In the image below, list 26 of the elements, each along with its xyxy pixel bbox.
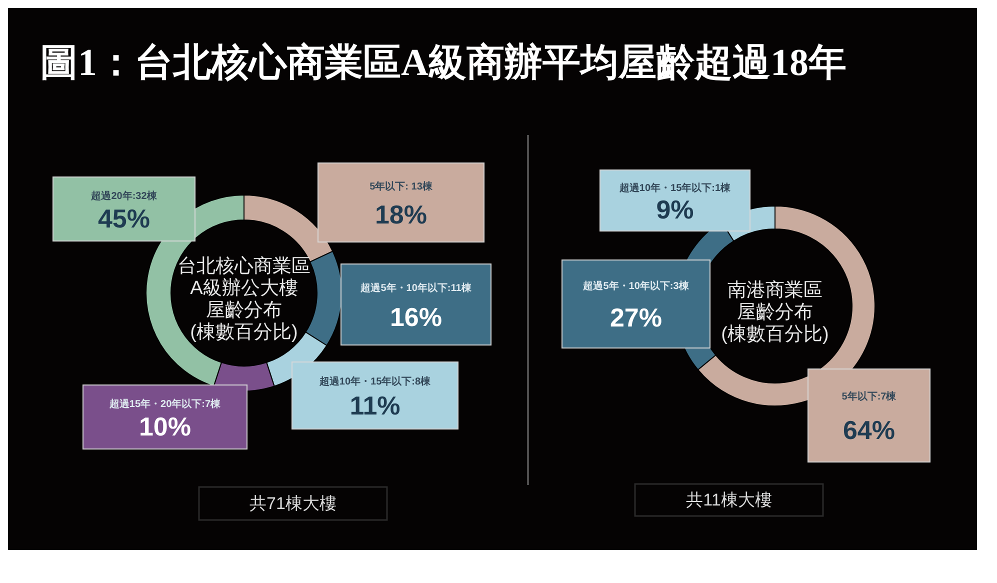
text: 屋齡分布 (737, 302, 813, 324)
slice-label: 5年以下:7棟 (842, 390, 898, 403)
data-label: 10% (138, 411, 192, 442)
data-label: 64% (842, 415, 896, 446)
slice-label: 超過10年・15年以下:8棟 (318, 376, 432, 388)
text: 南港商業區 (728, 279, 822, 302)
slice-label: 超過10年・15年以下:1棟 (618, 182, 732, 194)
text: 屋齡分布 (206, 300, 282, 322)
text: 共11棟大樓 (686, 490, 772, 510)
data-label: 16% (390, 302, 442, 332)
text: 台北核心商業區 (178, 255, 310, 278)
data-label: 45% (98, 203, 150, 234)
text: (棟數百分比) (190, 322, 298, 344)
slice-label: 超過15年・20年以下:7棟 (108, 398, 222, 410)
text: 共71棟大樓 (250, 494, 336, 513)
data-label: 11% (350, 390, 400, 420)
data-label: 27% (610, 302, 662, 333)
text: (棟數百分比) (721, 324, 829, 346)
slice-label: 5年以下: 13棟 (370, 180, 434, 192)
chart-title: 圖1：台北核心商業區A級商辦平均屋齡超過18年 (40, 41, 846, 84)
data-label: 9% (656, 194, 694, 224)
slice-label: 超過5年・10年以下:11棟 (360, 282, 472, 294)
data-label: 18% (374, 200, 428, 230)
text: A級辦公大樓 (190, 278, 298, 300)
slice-label: 超過5年・10年以下:3棟 (582, 280, 690, 292)
slice-label: 超過20年:32棟 (90, 190, 158, 202)
